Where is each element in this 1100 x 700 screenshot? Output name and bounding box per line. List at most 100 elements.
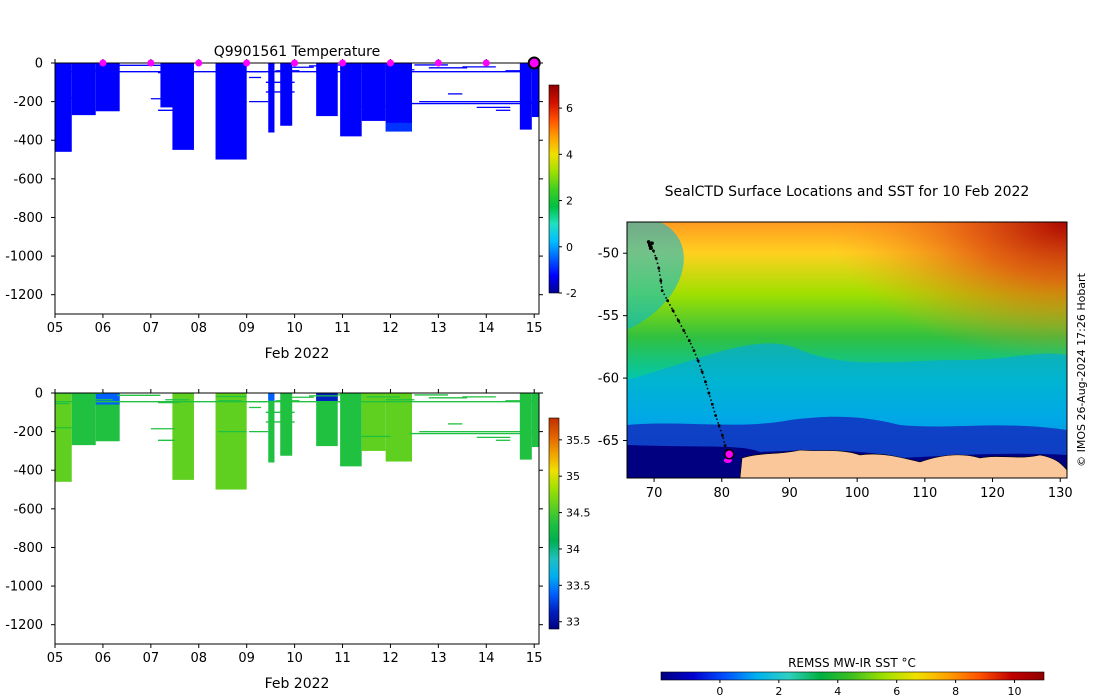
current-position-marker bbox=[723, 449, 735, 460]
salinity-colorbar-bar bbox=[548, 417, 560, 630]
station-marker bbox=[434, 59, 442, 67]
station-marker bbox=[291, 59, 299, 67]
colorbar-tick-label: -2 bbox=[566, 287, 577, 300]
x-tick-label: 11 bbox=[334, 321, 351, 336]
temperature-axes-frame bbox=[54, 62, 540, 315]
sst-colorbar-ticks: 0 2 4 6 8 10 bbox=[716, 680, 1022, 698]
y-tick-label: 0 bbox=[35, 57, 43, 72]
x-tick-label: 15 bbox=[526, 651, 543, 666]
station-marker bbox=[339, 59, 347, 67]
track-point bbox=[646, 240, 651, 244]
profile-cast bbox=[55, 63, 72, 152]
colorbar-tick-label: 35 bbox=[566, 470, 580, 483]
profile-cast bbox=[316, 63, 338, 117]
imos-watermark: © IMOS 26-Aug-2024 17:26 Hobart bbox=[1075, 272, 1088, 466]
y-tick-label: -200 bbox=[13, 425, 43, 440]
y-tick-label: -400 bbox=[13, 134, 43, 149]
sst-colorbar-tick-label: 4 bbox=[834, 685, 841, 698]
profile-cast bbox=[519, 63, 532, 130]
map-x-tick-label: 80 bbox=[713, 486, 730, 501]
track-point bbox=[671, 309, 675, 313]
temperature-thin-profiles bbox=[55, 63, 539, 111]
station-marker bbox=[386, 59, 394, 67]
temperature-panel: Q9901561 Temperature 05 06 07 08 09 10 11 12 13 1… bbox=[5, 44, 577, 362]
x-tick-label: 07 bbox=[143, 651, 160, 666]
y-tick-label: -800 bbox=[13, 541, 43, 556]
track-point bbox=[677, 319, 680, 323]
salinity-panel: 05 06 07 08 09 10 11 12 13 14 15 0 -200 -400 -600 -800… bbox=[5, 387, 590, 693]
temperature-title: Q9901561 Temperature bbox=[214, 44, 381, 60]
temperature-xlabel: Feb 2022 bbox=[265, 346, 330, 362]
salinity-xlabel: Feb 2022 bbox=[265, 676, 330, 692]
profile-cast bbox=[531, 393, 539, 448]
x-tick-label: 09 bbox=[238, 321, 255, 336]
track-point bbox=[717, 424, 721, 427]
current-station-marker bbox=[527, 56, 541, 70]
map-y-ticks: -50 -55 -60 -65 bbox=[598, 247, 627, 449]
track-point bbox=[721, 434, 724, 437]
sst-cold-west bbox=[627, 222, 684, 330]
y-tick-label: -1200 bbox=[5, 288, 43, 303]
sst-colorbar-tick-label: 0 bbox=[716, 685, 723, 698]
track-point bbox=[700, 370, 704, 374]
x-tick-label: 13 bbox=[430, 651, 447, 666]
track-point bbox=[696, 359, 700, 363]
y-tick-label: -600 bbox=[13, 172, 43, 187]
sst-colorbar-bar bbox=[660, 671, 1045, 681]
colorbar-tick-label: 0 bbox=[566, 241, 573, 254]
x-tick-label: 12 bbox=[382, 321, 399, 336]
map-x-tick-label: 70 bbox=[646, 486, 663, 501]
x-tick-label: 06 bbox=[95, 651, 112, 666]
x-tick-label: 08 bbox=[190, 321, 207, 336]
map-y-tick-label: -65 bbox=[598, 434, 619, 449]
track-point bbox=[652, 249, 655, 253]
colorbar-tick-label: 33.5 bbox=[566, 579, 591, 592]
profile-cast bbox=[519, 393, 532, 460]
y-tick-label: 0 bbox=[35, 387, 43, 402]
profile-cast bbox=[268, 63, 275, 133]
profile-cast bbox=[71, 393, 96, 446]
profile-cast bbox=[268, 393, 275, 463]
profile-cast bbox=[71, 63, 96, 116]
sst-colorbar-tick-label: 2 bbox=[775, 685, 782, 698]
x-tick-label: 10 bbox=[286, 651, 303, 666]
colorbar-tick-label: 34 bbox=[566, 543, 580, 556]
map-y-tick-label: -60 bbox=[598, 372, 619, 387]
station-marker bbox=[195, 59, 203, 67]
track-point bbox=[660, 289, 664, 293]
sst-colorbar-tick-label: 8 bbox=[952, 685, 959, 698]
x-tick-label: 14 bbox=[478, 651, 495, 666]
profile-cast bbox=[280, 393, 293, 456]
warm-deep-water bbox=[385, 122, 413, 132]
profile-cast bbox=[385, 63, 413, 132]
profile-cast bbox=[215, 393, 247, 490]
x-tick-label: 13 bbox=[430, 321, 447, 336]
map-title: SealCTD Surface Locations and SST for 10… bbox=[665, 184, 1030, 200]
y-tick-label: -600 bbox=[13, 502, 43, 517]
profile-cast bbox=[55, 393, 72, 482]
map-x-tick-label: 90 bbox=[781, 486, 798, 501]
profile-cast bbox=[385, 393, 413, 462]
salinity-profiles bbox=[55, 393, 539, 490]
antarctica-land bbox=[739, 449, 1067, 478]
x-tick-label: 15 bbox=[526, 321, 543, 336]
y-tick-label: -1200 bbox=[5, 618, 43, 633]
salinity-y-ticks: 0 -200 -400 -600 -800 -1000 -1200 bbox=[5, 387, 543, 633]
track-point bbox=[654, 256, 658, 260]
map-x-tick-label: 100 bbox=[845, 486, 870, 501]
station-markers bbox=[99, 56, 541, 70]
salinity-x-ticks: 05 06 07 08 09 10 11 12 13 14 15 bbox=[47, 389, 543, 666]
map-x-tick-label: 110 bbox=[912, 486, 937, 501]
profile-cast bbox=[172, 393, 194, 480]
track-point bbox=[666, 299, 670, 303]
map-y-tick-label: -50 bbox=[598, 247, 619, 262]
salinity-thin-profiles bbox=[55, 393, 539, 441]
track-point bbox=[723, 444, 727, 447]
map-axes-frame bbox=[626, 221, 1068, 479]
x-tick-label: 06 bbox=[95, 321, 112, 336]
x-tick-label: 05 bbox=[47, 321, 64, 336]
profile-cast bbox=[95, 393, 120, 442]
track-point bbox=[710, 402, 714, 406]
track-point bbox=[650, 241, 654, 246]
